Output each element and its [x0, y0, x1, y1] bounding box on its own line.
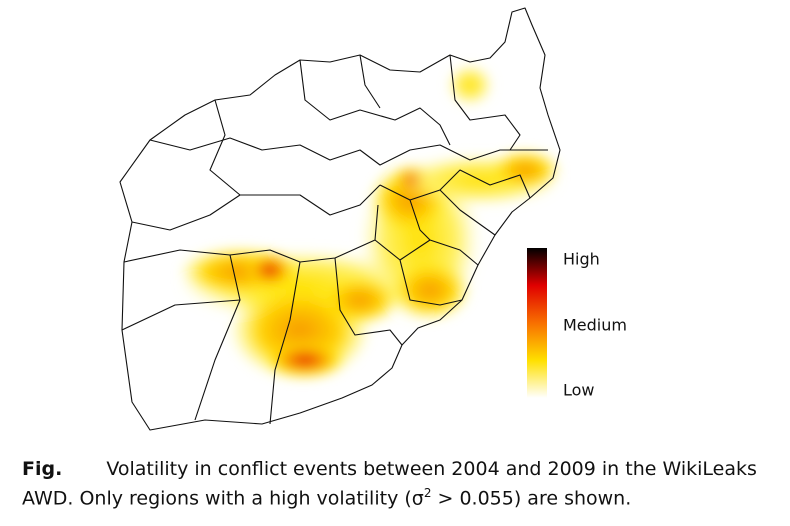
caption-line: Fig. Volatility in conflict events betwee… — [22, 458, 757, 480]
caption-text: Volatility in conflict events between 20… — [106, 458, 757, 480]
legend-label: Medium — [563, 316, 627, 335]
legend-label: Low — [563, 381, 595, 400]
legend-label: High — [563, 250, 600, 269]
caption-symbol: σ — [411, 487, 424, 510]
heat-overlay — [180, 65, 560, 380]
legend-colorbar — [527, 248, 547, 398]
province-borders — [121, 54, 548, 425]
caption-superscript: 2 — [423, 486, 432, 500]
caption-text: > 0.055) are shown. — [431, 487, 632, 510]
caption-text: AWD. Only regions with a high volatility… — [22, 487, 412, 510]
caption-line: AWD. Only regions with a high volatility… — [22, 486, 631, 509]
map: High Medium Low — [119, 7, 627, 431]
caption-label: Fig. — [22, 458, 63, 480]
